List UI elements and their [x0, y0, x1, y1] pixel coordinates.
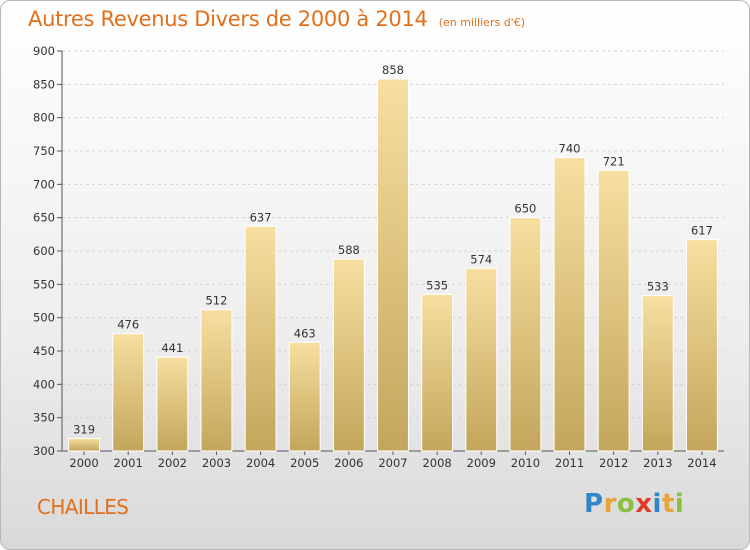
- bar-value-label: 476: [117, 318, 139, 332]
- x-tick-label: 2012: [599, 456, 628, 470]
- y-tick-label: 850: [33, 77, 55, 91]
- y-tick-label: 700: [33, 177, 55, 191]
- chart-title: Autres Revenus Divers de 2000 à 2014: [28, 7, 428, 31]
- bar: [685, 239, 718, 452]
- bar-value-label: 574: [470, 252, 492, 266]
- y-tick-label: 350: [33, 411, 55, 425]
- bar-value-label: 721: [603, 154, 625, 168]
- logo-letter: o: [616, 489, 636, 519]
- bar-layer: [68, 78, 718, 452]
- bar-value-label: 858: [382, 63, 404, 77]
- bar: [377, 78, 409, 452]
- x-tick-label: 2006: [334, 456, 363, 470]
- x-tick-label: 2001: [114, 456, 143, 470]
- x-tick-label: 2007: [378, 456, 407, 470]
- y-tick-label: 450: [33, 344, 55, 358]
- bar: [112, 333, 145, 452]
- bar: [244, 225, 277, 452]
- chart-unit: (en milliers d'€): [438, 16, 525, 29]
- proxiti-logo: Proxiti: [584, 489, 684, 519]
- bar-value-label: 588: [338, 243, 360, 257]
- x-tick-label: 2003: [202, 456, 231, 470]
- bar: [465, 267, 498, 452]
- y-tick-label: 300: [33, 444, 55, 458]
- logo-letter: i: [652, 489, 662, 519]
- x-tick-label: 2014: [687, 456, 716, 470]
- bar: [68, 437, 101, 452]
- bar: [332, 258, 365, 452]
- bar-value-label: 535: [426, 278, 448, 292]
- x-tick-label: 2005: [290, 456, 319, 470]
- logo-letter: P: [584, 489, 604, 519]
- bar-value-label: 441: [161, 341, 183, 355]
- bar: [288, 341, 321, 452]
- y-tick-label: 750: [33, 144, 55, 158]
- bar: [597, 169, 630, 452]
- x-tick-label: 2013: [643, 456, 672, 470]
- y-tick-label: 500: [33, 311, 55, 325]
- y-tick-label: 650: [33, 211, 55, 225]
- y-tick-label: 900: [33, 44, 55, 58]
- bar: [200, 309, 233, 452]
- x-tick-label: 2004: [246, 456, 275, 470]
- x-tick-label: 2002: [158, 456, 187, 470]
- x-tick-label: 2008: [422, 456, 451, 470]
- y-tick-label: 400: [33, 377, 55, 391]
- bar-value-label: 617: [691, 224, 713, 238]
- x-tick-label: 2010: [511, 456, 540, 470]
- logo-letter: r: [603, 489, 617, 519]
- logo-letter: x: [635, 489, 653, 519]
- bar-value-label: 319: [73, 422, 95, 436]
- bar: [553, 157, 586, 452]
- y-tick-label: 550: [33, 277, 55, 291]
- logo-letter: t: [661, 489, 675, 519]
- commune-name: CHAILLES: [37, 495, 129, 519]
- x-tick-label: 2011: [555, 456, 584, 470]
- bar: [641, 295, 674, 452]
- bar-value-label: 650: [514, 202, 536, 216]
- y-tick-label: 600: [33, 244, 55, 258]
- bar: [509, 217, 542, 452]
- logo-letter: i: [674, 489, 685, 519]
- bar-value-label: 740: [559, 142, 581, 156]
- bar: [156, 356, 189, 452]
- y-tick-label: 800: [33, 111, 55, 125]
- x-tick-label: 2009: [467, 456, 496, 470]
- bar-value-label: 512: [205, 294, 227, 308]
- bar-value-label: 463: [294, 326, 316, 340]
- bar-value-label: 533: [647, 280, 669, 294]
- bar: [421, 293, 454, 452]
- title-row: Autres Revenus Divers de 2000 à 2014 (en…: [28, 7, 525, 31]
- label-layer: 319 476 441 512 637 463 588 858 535 574 650 740 721 5…: [73, 63, 713, 436]
- bar-value-label: 637: [250, 210, 272, 224]
- x-tick-label: 2000: [69, 456, 98, 470]
